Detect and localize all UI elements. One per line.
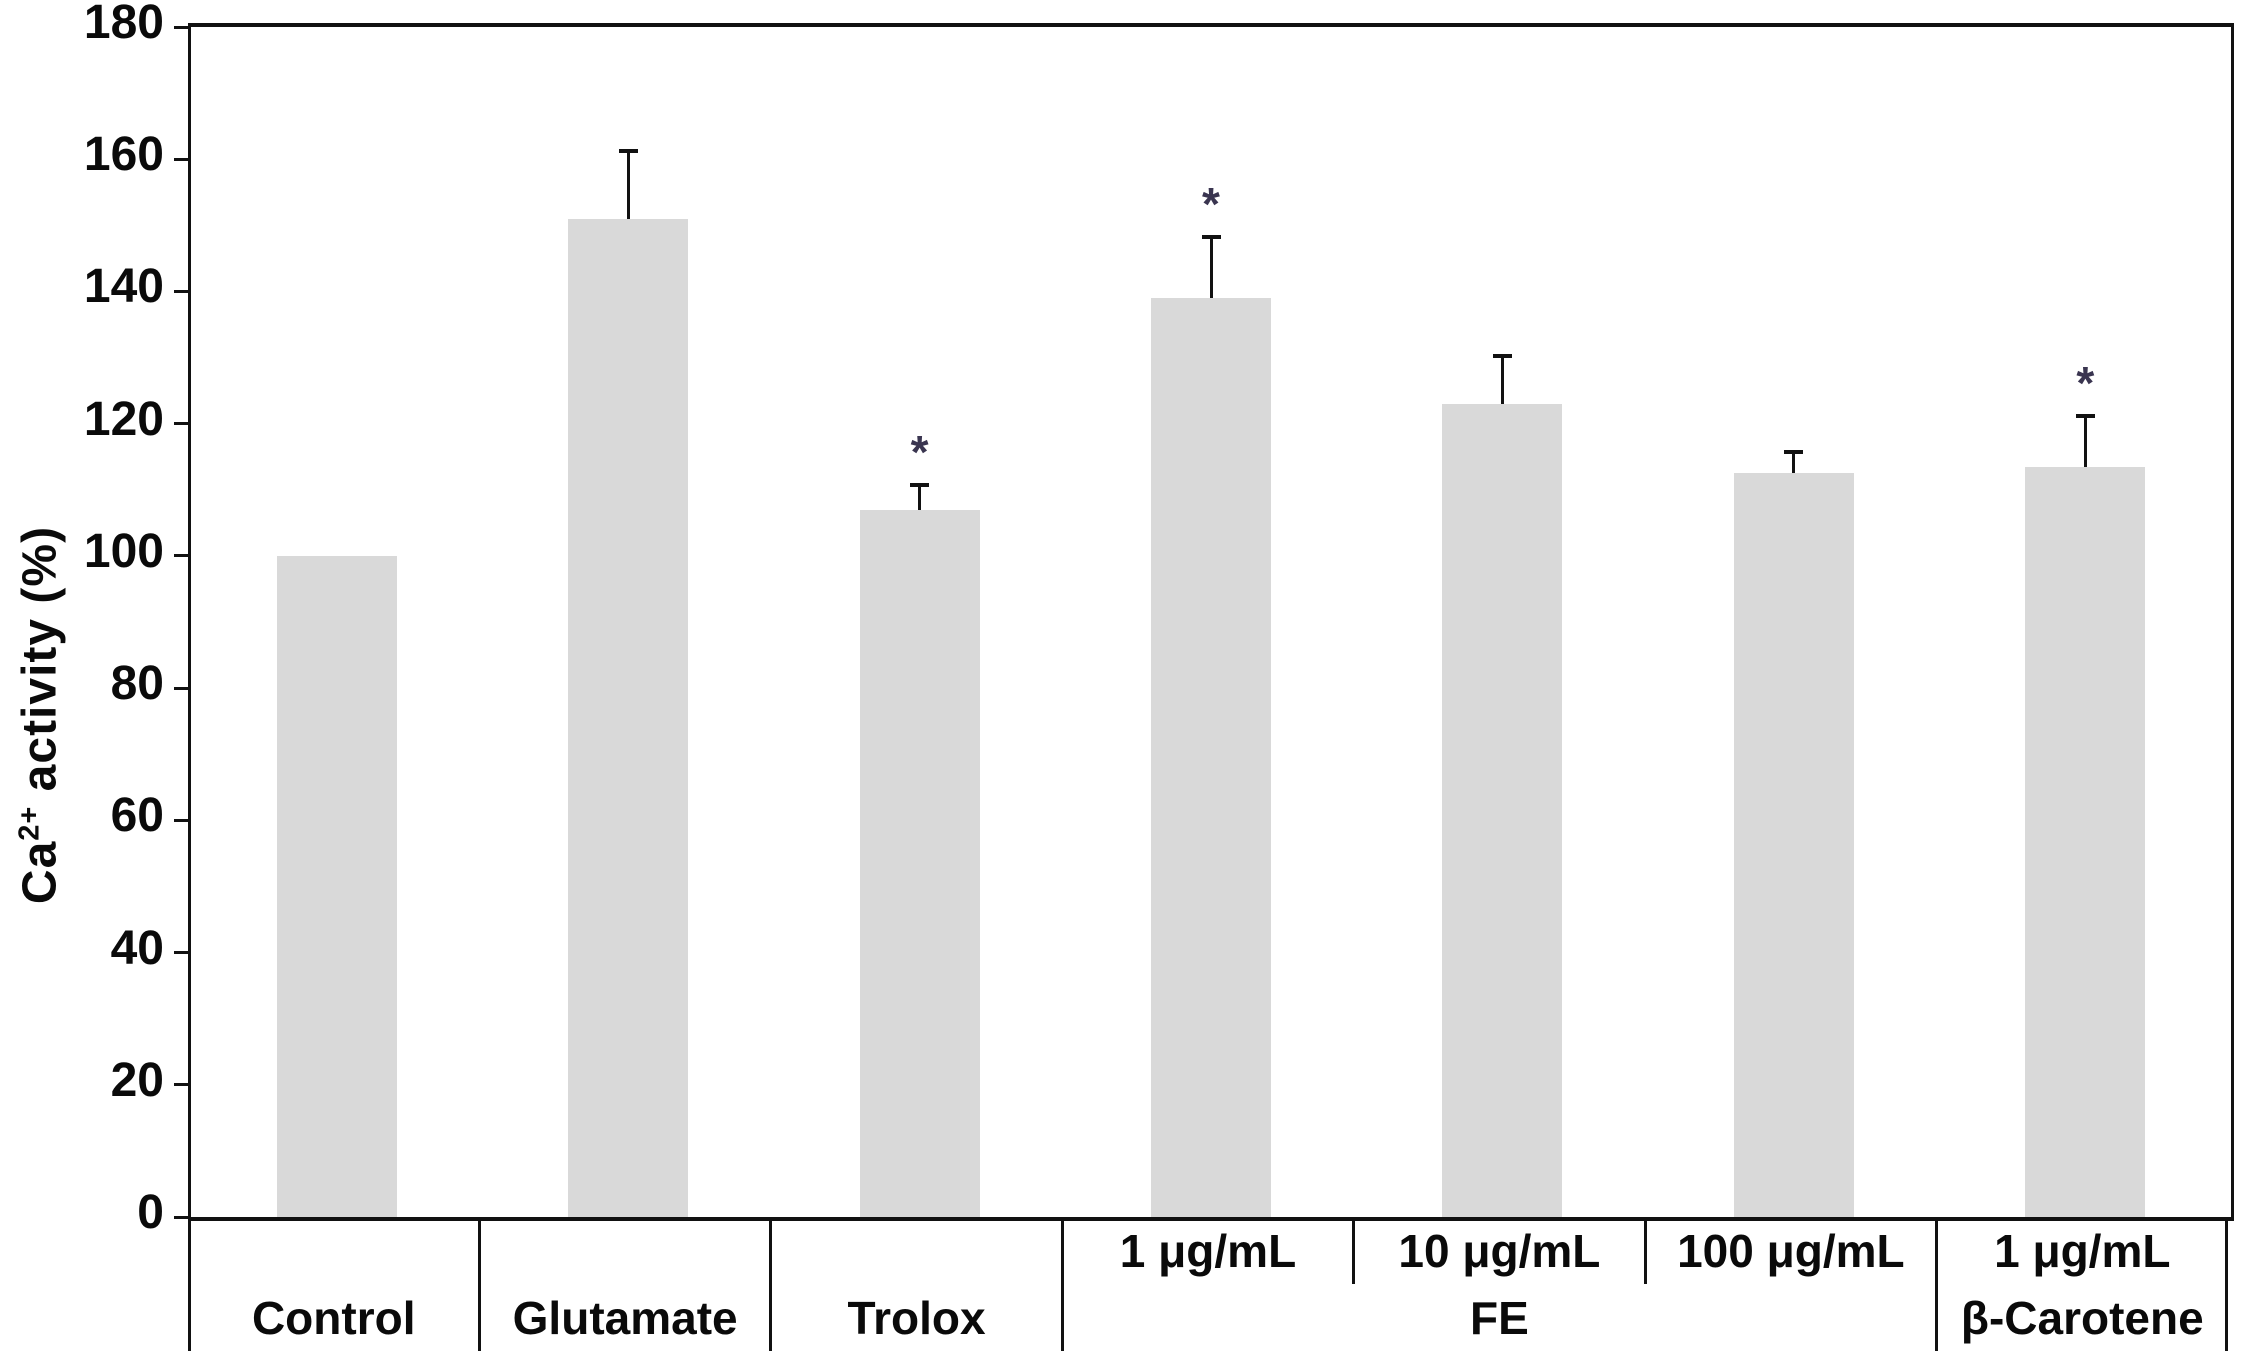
y-axis-tick-label: 100 [83, 524, 164, 578]
y-axis-tick [174, 422, 188, 426]
bar [1151, 298, 1271, 1217]
dose-label: 1 μg/mL [1119, 1224, 1297, 1277]
significance-asterisk: * [1202, 178, 1220, 231]
significance-asterisk: * [910, 426, 929, 479]
error-bar-stem [1792, 450, 1796, 474]
error-bar-cap [1784, 450, 1804, 455]
y-axis-tick-label: 20 [110, 1053, 164, 1107]
y-axis-tick [174, 818, 188, 822]
category-separator [2225, 1217, 2228, 1351]
y-axis-tick-label: 60 [110, 789, 164, 843]
category-separator [1060, 1217, 1064, 1351]
category-separator [188, 1217, 191, 1351]
group-label: Trolox [847, 1291, 986, 1344]
group-label: β-Carotene [1960, 1291, 2204, 1344]
category-separator [769, 1217, 773, 1351]
error-bar-cap [618, 149, 638, 154]
group-label: FE [1470, 1291, 1529, 1344]
error-bar-stem [918, 483, 922, 510]
significance-asterisk: * [2076, 356, 2095, 409]
y-axis-tick-label: 0 [137, 1186, 164, 1239]
error-bar-stem [1500, 354, 1504, 404]
dose-separator [1643, 1217, 1647, 1284]
x-axis-table: Control Glutamate Trolox 1 μg/mL 10 μg/mL 100… [188, 1217, 2228, 1351]
bar [568, 218, 689, 1217]
y-axis-tick [174, 25, 188, 29]
group-label: Glutamate [512, 1291, 738, 1344]
dose-label: 10 μg/mL [1398, 1224, 1601, 1277]
bar [859, 509, 980, 1217]
y-axis-title-prefix: Ca [13, 840, 67, 905]
bar [276, 555, 397, 1217]
dose-label: 100 μg/mL [1677, 1224, 1905, 1277]
error-bar-stem [626, 149, 630, 219]
error-bar-stem [1209, 235, 1213, 299]
dose-label: 1 μg/mL [1994, 1224, 2171, 1277]
y-axis-tick-label: 160 [83, 128, 164, 182]
bar [1442, 403, 1563, 1217]
error-bar-cap [1201, 235, 1221, 240]
y-axis-tick-label: 40 [110, 921, 164, 975]
y-axis-tick-label: 140 [83, 260, 164, 314]
error-bar-cap [910, 483, 930, 488]
y-axis-tick [174, 289, 188, 293]
y-axis-tick [174, 157, 188, 161]
y-axis-tick [174, 686, 188, 690]
group-label: Control [251, 1291, 416, 1344]
dose-separator [1352, 1217, 1356, 1284]
y-axis-tick-label: 180 [83, 0, 164, 49]
bar [2025, 466, 2146, 1217]
y-axis-tick [174, 1083, 188, 1087]
bar [1733, 473, 1854, 1217]
y-axis-tick-label: 80 [110, 657, 164, 711]
plot-area: * * * [174, 23, 2234, 1221]
error-bar-stem [2083, 413, 2087, 467]
y-axis-title: Ca2+ activity (%) [13, 526, 68, 904]
error-bar-cap [1492, 354, 1512, 359]
category-separator [477, 1217, 481, 1351]
y-axis-tick [174, 951, 188, 955]
y-axis-tick [174, 1215, 188, 1219]
y-axis-tick [174, 554, 188, 558]
y-axis-tick-label: 120 [83, 392, 164, 446]
error-bar-cap [2075, 413, 2095, 418]
category-separator [1935, 1217, 1939, 1351]
